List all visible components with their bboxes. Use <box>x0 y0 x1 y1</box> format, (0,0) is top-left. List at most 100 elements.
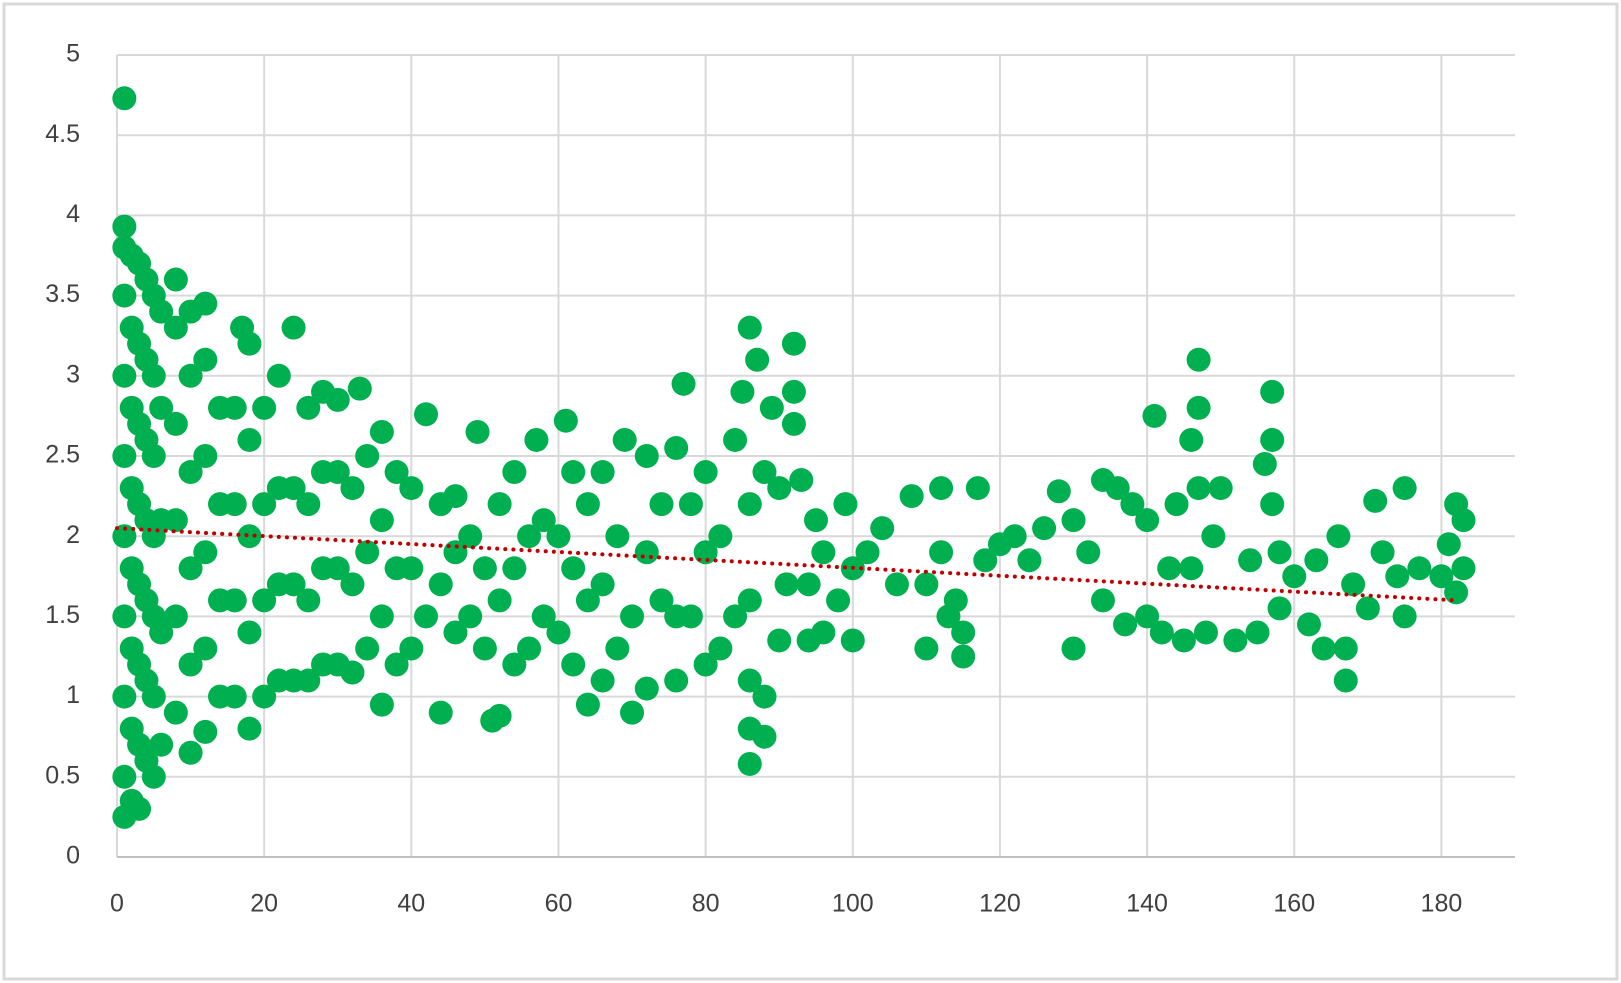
point <box>1135 604 1160 629</box>
point <box>811 620 836 645</box>
point <box>502 460 527 485</box>
point <box>252 395 277 420</box>
point <box>1032 516 1057 541</box>
point <box>1252 452 1277 477</box>
point <box>517 636 542 661</box>
point <box>163 267 188 292</box>
point <box>355 636 380 661</box>
point <box>737 315 762 340</box>
point <box>575 692 600 717</box>
point <box>472 556 497 581</box>
point <box>1429 564 1454 589</box>
point <box>781 411 806 436</box>
point <box>693 460 718 485</box>
point <box>340 476 365 501</box>
point <box>414 604 439 629</box>
point <box>141 764 166 789</box>
point <box>1444 580 1469 605</box>
point <box>193 636 218 661</box>
point <box>575 588 600 613</box>
y-tick-label: 1.5 <box>45 601 80 629</box>
point <box>1171 628 1196 653</box>
point <box>141 363 166 388</box>
point <box>781 331 806 356</box>
point <box>281 315 306 340</box>
point <box>774 572 799 597</box>
point <box>1061 636 1086 661</box>
point <box>1046 479 1071 504</box>
point <box>1363 488 1388 513</box>
point <box>708 524 733 549</box>
point <box>325 556 350 581</box>
point <box>384 652 409 677</box>
point <box>1149 620 1174 645</box>
point <box>237 620 262 645</box>
point <box>1186 476 1211 501</box>
point <box>222 492 247 517</box>
point <box>752 684 777 709</box>
point <box>531 604 556 629</box>
point <box>443 484 468 509</box>
point <box>237 716 262 741</box>
point <box>340 572 365 597</box>
point <box>1120 492 1145 517</box>
point <box>502 652 527 677</box>
point <box>487 492 512 517</box>
point <box>1451 556 1476 581</box>
point <box>664 435 689 460</box>
point <box>1142 403 1167 428</box>
point <box>296 588 321 613</box>
point <box>112 524 137 549</box>
point <box>443 620 468 645</box>
point <box>561 652 586 677</box>
x-tick-label: 180 <box>1421 890 1463 918</box>
point <box>163 700 188 725</box>
point <box>1238 548 1263 573</box>
point <box>141 684 166 709</box>
point <box>1304 548 1329 573</box>
axis-labels: 0 0.5 1 1.5 2 2.5 3 3.5 4 4.5 5 0 20 40 60 80 100 120 140 1… <box>45 40 1462 918</box>
point <box>163 411 188 436</box>
point <box>163 604 188 629</box>
point <box>943 588 968 613</box>
y-tick-label: 3.5 <box>45 280 80 308</box>
point <box>1017 548 1042 573</box>
point <box>1076 540 1101 565</box>
point <box>296 668 321 693</box>
point <box>531 508 556 533</box>
point <box>112 283 137 308</box>
y-tick-label: 2 <box>66 521 80 549</box>
y-tick-label: 1 <box>66 681 80 709</box>
point <box>914 636 939 661</box>
point <box>487 703 512 728</box>
point <box>237 427 262 452</box>
x-tick-label: 20 <box>250 890 278 918</box>
point <box>1326 524 1351 549</box>
point <box>399 636 424 661</box>
point <box>252 684 277 709</box>
point <box>149 299 174 324</box>
point <box>1193 620 1218 645</box>
point <box>112 764 137 789</box>
point <box>502 556 527 581</box>
point <box>252 492 277 517</box>
x-tick-label: 40 <box>397 890 425 918</box>
point <box>678 492 703 517</box>
point <box>546 620 571 645</box>
point <box>465 419 490 444</box>
point <box>296 395 321 420</box>
point <box>951 644 976 669</box>
plot-area <box>112 86 1476 829</box>
point <box>575 492 600 517</box>
point <box>281 476 306 501</box>
point <box>634 540 659 565</box>
point <box>914 572 939 597</box>
point <box>730 379 755 404</box>
point <box>605 524 630 549</box>
point <box>517 524 542 549</box>
point <box>855 540 880 565</box>
point <box>634 676 659 701</box>
point <box>340 660 365 685</box>
point <box>546 524 571 549</box>
